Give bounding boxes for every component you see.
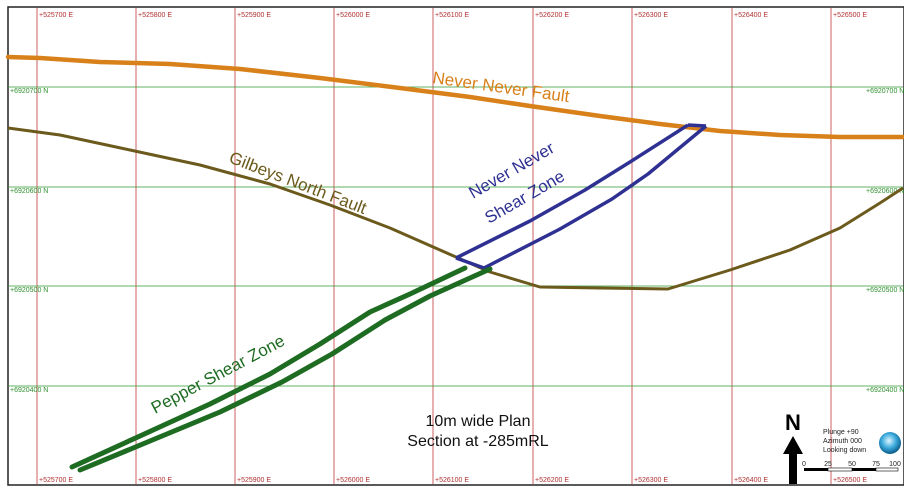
scale-bar: 0 25 50 75 100 (802, 461, 901, 472)
easting-label: +525800 E (138, 12, 172, 19)
easting-label: +525700 E (39, 12, 73, 19)
northing-label: +6920400 N (10, 387, 48, 394)
view-info: Plunge +90 Azimuth 000 Looking down (823, 429, 866, 454)
northing-label: +6920500 N (10, 287, 48, 294)
easting-label: +525900 E (237, 12, 271, 19)
scale-bar-segment (852, 468, 876, 471)
northing-labels-right: +6920700 N +6920600 N +6920500 N +692040… (866, 88, 904, 394)
gilbeys-north-fault-line (7, 126, 904, 291)
shear-zone-boundary (483, 124, 708, 270)
easting-label: +526300 E (634, 477, 668, 484)
easting-label: +526200 E (535, 12, 569, 19)
looking-text: Looking down (823, 447, 866, 454)
easting-label: +526000 E (336, 477, 370, 484)
northing-label: +6920700 N (866, 88, 904, 95)
scale-tick-label: 100 (889, 461, 901, 468)
northing-label: +6920700 N (10, 88, 48, 95)
never-never-shear-zone (455, 123, 708, 270)
easting-label: +526300 E (634, 12, 668, 19)
scale-bar-segment (804, 468, 828, 471)
section-title-line1: 10m wide Plan (426, 413, 531, 430)
section-title-line2: Section at -285mRL (407, 433, 549, 450)
northing-label: +6920500 N (866, 287, 904, 294)
easting-label: +526000 E (336, 12, 370, 19)
easting-label: +526100 E (435, 477, 469, 484)
northing-label: +6920400 N (866, 387, 904, 394)
shear-zone-cap (687, 123, 707, 128)
north-arrow-label: N (785, 410, 801, 435)
shear-zone-boundary (455, 123, 689, 260)
scale-bar-segment (875, 467, 899, 472)
never-never-fault-line (5, 54, 904, 140)
scale-tick-label: 25 (824, 461, 832, 468)
northing-labels-left: +6920700 N +6920600 N +6920500 N +692040… (10, 88, 48, 394)
scale-tick-label: 50 (848, 461, 856, 468)
pepper-shear-zone (69, 265, 493, 473)
shear-zone-cap (455, 256, 485, 270)
shear-zone-boundary (77, 266, 493, 473)
northing-label: +6920600 N (866, 188, 904, 195)
azimuth-text: Azimuth 000 (823, 438, 862, 445)
easting-label: +526500 E (833, 12, 867, 19)
easting-label: +526500 E (833, 477, 867, 484)
easting-labels-top: +525700 E +525800 E +525900 E +526000 E … (39, 12, 867, 19)
easting-label: +525900 E (237, 477, 271, 484)
easting-label: +526400 E (734, 477, 768, 484)
scale-bar-segment (827, 467, 853, 472)
easting-label: +525800 E (138, 477, 172, 484)
north-arrow: N (783, 410, 803, 484)
plunge-text: Plunge +90 (823, 429, 859, 436)
easting-label: +526200 E (535, 477, 569, 484)
northing-label: +6920600 N (10, 188, 48, 195)
north-arrow-icon (783, 436, 803, 484)
scale-tick-label: 0 (802, 461, 806, 468)
scale-tick-label: 75 (872, 461, 880, 468)
easting-label: +526400 E (734, 12, 768, 19)
easting-label: +525700 E (39, 477, 73, 484)
globe-icon (879, 432, 901, 454)
easting-label: +526100 E (435, 12, 469, 19)
easting-labels-bottom: +525700 E +525800 E +525900 E +526000 E … (39, 477, 867, 484)
shear-zone-boundary (69, 265, 468, 470)
